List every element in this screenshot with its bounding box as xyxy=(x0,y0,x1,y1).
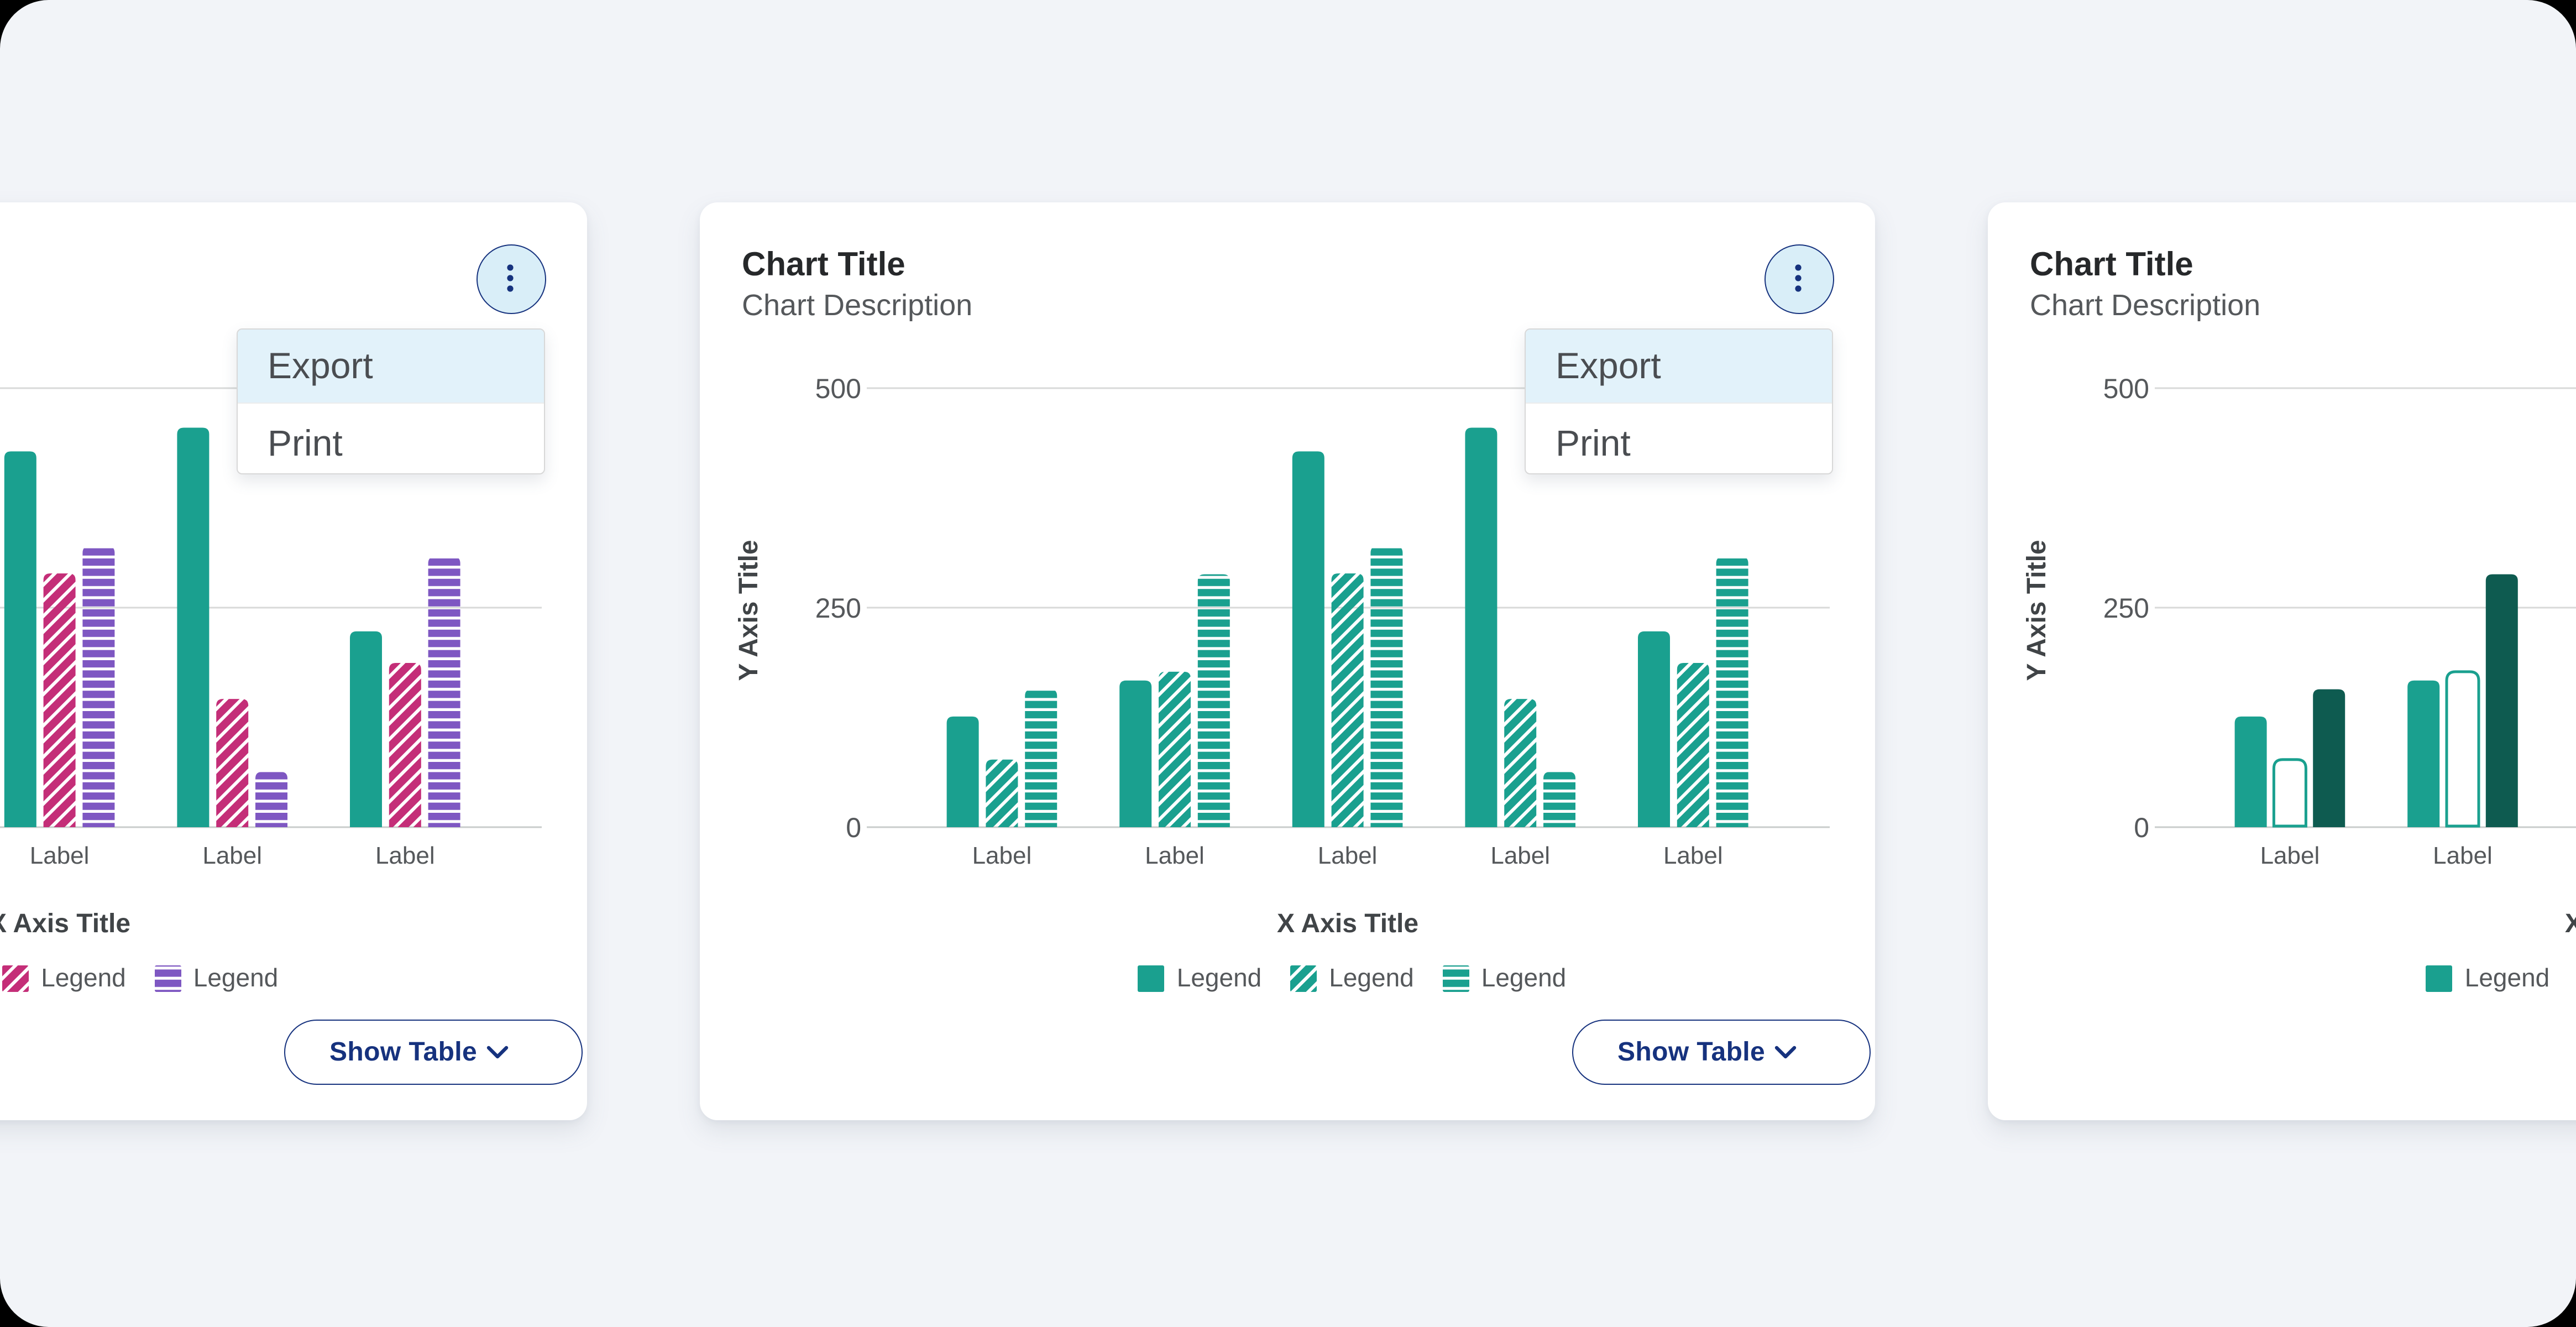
svg-text:Label: Label xyxy=(30,842,90,869)
svg-text:X Axis Title: X Axis Title xyxy=(1277,909,1418,938)
svg-text:Label: Label xyxy=(2433,842,2493,869)
svg-text:Label: Label xyxy=(202,842,262,869)
svg-text:Label: Label xyxy=(1318,842,1378,869)
svg-text:Label: Label xyxy=(972,842,1032,869)
svg-text:Label: Label xyxy=(1490,842,1550,869)
svg-text:Label: Label xyxy=(375,842,435,869)
svg-text:X Axis Title: X Axis Title xyxy=(2565,909,2576,938)
svg-text:Label: Label xyxy=(1663,842,1723,869)
svg-text:Label: Label xyxy=(2260,842,2320,869)
svg-text:0: 0 xyxy=(2134,812,2149,843)
svg-text:Label: Label xyxy=(1145,842,1205,869)
svg-text:500: 500 xyxy=(2103,373,2149,404)
svg-text:250: 250 xyxy=(815,593,861,624)
svg-text:Y Axis Title: Y Axis Title xyxy=(734,540,763,681)
svg-text:X Axis Title: X Axis Title xyxy=(0,909,130,938)
svg-text:500: 500 xyxy=(815,373,861,404)
svg-text:Y Axis Title: Y Axis Title xyxy=(2022,540,2051,681)
svg-text:0: 0 xyxy=(846,812,861,843)
svg-text:250: 250 xyxy=(2103,593,2149,624)
